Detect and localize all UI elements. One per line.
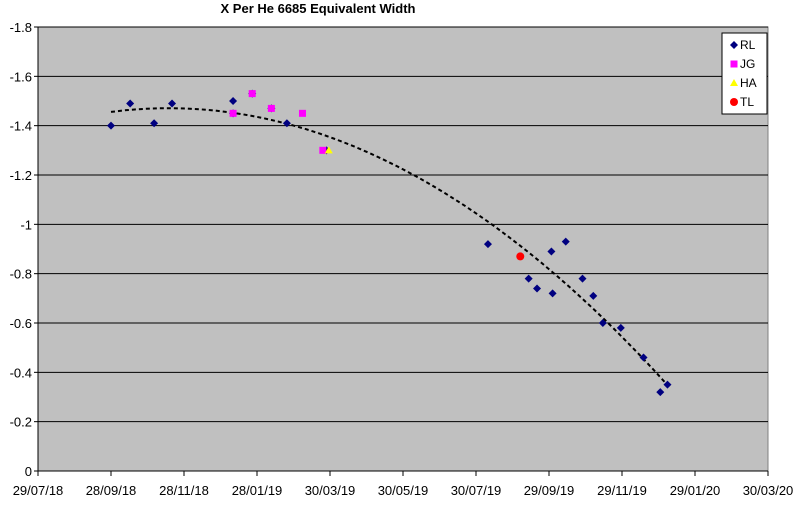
data-point-rl (663, 380, 672, 389)
legend-label-rl: RL (740, 38, 756, 52)
legend-marker-jg (730, 60, 738, 68)
data-point-rl (598, 319, 607, 327)
plot-area (37, 26, 769, 472)
legend-label-jg: JG (740, 57, 755, 71)
legend-label-ha: HA (740, 76, 757, 90)
y-tick-label: 0 (25, 464, 32, 479)
series-ha (324, 146, 333, 154)
x-tick-label: 28/09/18 (86, 483, 137, 498)
legend-marker-ha (730, 79, 738, 86)
data-point-rl (561, 237, 570, 246)
data-point-rl (126, 99, 135, 108)
x-tick-label: 30/03/20 (743, 483, 794, 498)
x-tick-label: 30/03/19 (305, 483, 356, 498)
x-tick-label: 29/07/18 (13, 483, 64, 498)
x-tick-label: 28/01/19 (232, 483, 283, 498)
data-point-rl (107, 121, 115, 130)
x-tick-label: 30/07/19 (451, 483, 502, 498)
data-point-jg (298, 109, 306, 117)
trendline (110, 107, 669, 386)
legend-label-tl: TL (740, 95, 754, 109)
y-tick-label: -1.4 (10, 119, 32, 134)
data-point-rl (639, 353, 648, 362)
y-tick-label: -0.2 (10, 415, 32, 430)
y-tick-label: -0.6 (10, 316, 32, 331)
data-point-tl (516, 252, 525, 261)
data-point-rl (150, 119, 159, 128)
x-tick-label: 30/05/19 (378, 483, 429, 498)
series-jg (229, 90, 327, 154)
y-tick-label: -0.8 (10, 267, 32, 282)
data-point-rl (168, 99, 177, 108)
x-tick-label: 29/09/19 (524, 483, 575, 498)
data-point-rl (524, 274, 533, 283)
data-point-rl (548, 289, 557, 298)
data-point-jg (267, 104, 275, 112)
y-tick-label: -1.8 (10, 20, 32, 35)
chart-title: X Per He 6685 Equivalent Width (221, 1, 416, 16)
series-tl (516, 252, 525, 261)
legend: RL JG HA TL (721, 32, 768, 115)
legend-marker-rl (730, 41, 738, 49)
y-tick-label: -0.4 (10, 365, 32, 380)
data-point-rl (616, 323, 625, 332)
y-tick-label: -1.6 (10, 69, 32, 84)
x-tick-label: 28/11/18 (159, 483, 209, 498)
x-tick-label: 29/01/20 (670, 483, 721, 498)
y-axis: -1.8 -1.6 -1.4 -1.2 -1 -0.8 -0.6 -0.4 -0.2 0 (10, 20, 39, 479)
data-point-rl (282, 119, 291, 128)
x-axis: 29/07/18 28/09/18 28/11/18 28/01/19 30/03/19… (13, 470, 794, 498)
data-point-rl (578, 274, 587, 283)
data-point-rl (656, 388, 665, 397)
data-point-rl (229, 97, 238, 105)
data-point-rl (483, 240, 492, 249)
data-point-ha (324, 146, 333, 154)
data-point-rl (533, 284, 542, 293)
data-points (107, 89, 672, 397)
data-point-rl (589, 291, 598, 300)
y-tick-label: -1 (20, 217, 32, 232)
legend-marker-tl (730, 98, 738, 106)
gridlines (38, 26, 768, 423)
data-point-rl (547, 247, 556, 256)
x-tick-label: 29/11/19 (597, 483, 647, 498)
data-point-jg (248, 90, 256, 98)
data-point-jg (319, 146, 327, 154)
y-tick-label: -1.2 (10, 168, 32, 183)
data-point-jg (229, 109, 237, 117)
